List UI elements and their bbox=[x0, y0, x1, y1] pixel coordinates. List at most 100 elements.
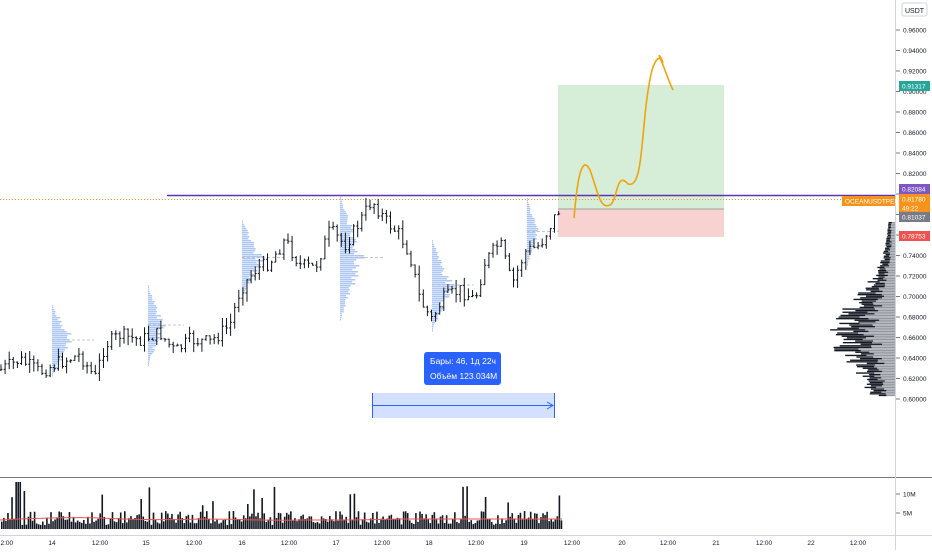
visible-profile-row bbox=[838, 316, 895, 318]
visible-profile-row-buy bbox=[885, 244, 892, 246]
session-profile-row bbox=[432, 282, 446, 284]
currency-button[interactable]: USDT bbox=[901, 2, 928, 17]
session-profile-row bbox=[148, 355, 151, 357]
visible-profile-row-buy bbox=[856, 366, 874, 368]
session-profile-row bbox=[148, 317, 157, 319]
volume-bar bbox=[511, 513, 514, 529]
visible-profile-row-buy bbox=[869, 377, 882, 379]
visible-profile-row bbox=[862, 367, 895, 369]
visible-profile-row bbox=[883, 250, 895, 253]
visible-profile-row bbox=[856, 364, 895, 366]
session-profile-row bbox=[432, 302, 442, 304]
session-profile-row bbox=[432, 290, 450, 292]
session-profile-row bbox=[432, 264, 441, 266]
volume-bar bbox=[363, 512, 366, 529]
volume-bar bbox=[281, 522, 284, 529]
visible-profile-row-buy bbox=[862, 375, 875, 377]
volume-bar bbox=[527, 517, 530, 529]
session-profile-row bbox=[340, 273, 356, 275]
session-profile-row bbox=[52, 361, 60, 363]
visible-profile-row-buy bbox=[877, 279, 887, 281]
session-profile-row bbox=[432, 248, 437, 250]
session-profile-row bbox=[148, 295, 153, 297]
session-profile-row bbox=[527, 224, 536, 226]
volume-bar bbox=[472, 524, 475, 529]
volume-bar bbox=[380, 518, 382, 529]
session-profile-row bbox=[340, 297, 348, 299]
session-profile-row bbox=[148, 347, 153, 349]
visible-profile-row-buy bbox=[883, 252, 890, 254]
volume-bar bbox=[228, 511, 231, 529]
volume-bar bbox=[130, 516, 132, 529]
visible-profile-row-buy bbox=[878, 276, 885, 278]
visible-profile-row-buy bbox=[885, 254, 890, 256]
session-profile-row bbox=[340, 261, 354, 263]
date-range-measure[interactable] bbox=[372, 393, 555, 418]
volume-bar bbox=[109, 518, 112, 529]
volume-bar bbox=[507, 502, 509, 529]
forecast-curve[interactable] bbox=[573, 54, 674, 219]
visible-profile-row-buy bbox=[843, 338, 863, 341]
visible-profile-row-buy bbox=[851, 326, 875, 328]
volume-bar bbox=[210, 523, 212, 529]
session-profile-row bbox=[432, 330, 433, 332]
visible-profile-row-buy bbox=[868, 380, 885, 382]
measure-volume-text: Объём 123.034M bbox=[430, 371, 498, 381]
visible-profile-row-buy bbox=[858, 292, 876, 294]
volume-bar bbox=[331, 519, 333, 529]
visible-profile-row-buy bbox=[886, 239, 890, 241]
volume-bar bbox=[493, 524, 495, 529]
volume-bar bbox=[154, 520, 157, 529]
visible-profile-row-buy bbox=[886, 246, 892, 248]
volume-bar bbox=[25, 524, 28, 529]
volume-bar bbox=[70, 521, 73, 529]
volume-bar bbox=[167, 513, 169, 529]
visible-profile-row bbox=[888, 223, 895, 225]
volume-bar bbox=[21, 524, 24, 529]
visible-profile-row-buy bbox=[864, 386, 877, 389]
session-profile-row bbox=[432, 300, 445, 302]
volume-bar bbox=[150, 524, 153, 529]
price-label: 0.74000 bbox=[903, 253, 927, 260]
volume-bar bbox=[27, 516, 30, 529]
session-profile-row bbox=[148, 301, 155, 303]
visible-profile-row-buy bbox=[854, 319, 880, 321]
session-profile-row bbox=[432, 246, 435, 248]
volume-bar bbox=[415, 513, 417, 529]
visible-profile-row bbox=[869, 377, 895, 379]
session-profile-row bbox=[432, 254, 438, 256]
visible-profile-row bbox=[856, 366, 895, 368]
visible-profile-row-buy bbox=[885, 242, 890, 245]
volume-bar bbox=[5, 520, 7, 529]
session-profile-row bbox=[432, 262, 442, 264]
long-position-tool[interactable] bbox=[558, 85, 724, 237]
target-zone[interactable] bbox=[558, 85, 724, 209]
volume-bar bbox=[31, 520, 34, 529]
volume-bar bbox=[347, 522, 350, 529]
session-profile-row bbox=[148, 357, 151, 359]
session-profile-row bbox=[148, 323, 160, 325]
time-label: 16 bbox=[238, 540, 246, 547]
volume-bar bbox=[93, 521, 95, 529]
time-axis[interactable]: 12:00 14 12:00 15 12:00 16 12:00 17 12:00 18 12:00… bbox=[0, 540, 867, 547]
volume-bar bbox=[529, 511, 532, 529]
volume-bar bbox=[292, 520, 294, 529]
visible-profile-row-buy bbox=[860, 297, 882, 299]
visible-profile-row-buy bbox=[855, 351, 870, 353]
stop-zone[interactable] bbox=[558, 209, 724, 237]
volume-bar bbox=[382, 516, 384, 529]
visible-profile-row-buy bbox=[876, 274, 888, 277]
session-profile-row bbox=[242, 242, 255, 244]
visible-profile-row bbox=[882, 263, 895, 265]
session-profile-row bbox=[340, 303, 345, 305]
visible-profile-row bbox=[883, 255, 895, 257]
candles bbox=[0, 197, 561, 382]
session-profile-row bbox=[432, 250, 436, 252]
session-profile-row bbox=[527, 222, 535, 224]
volume-bar bbox=[351, 519, 354, 529]
session-profile-row bbox=[527, 228, 539, 230]
volume-bar bbox=[148, 487, 151, 529]
time-label: 12:00 bbox=[186, 540, 203, 547]
